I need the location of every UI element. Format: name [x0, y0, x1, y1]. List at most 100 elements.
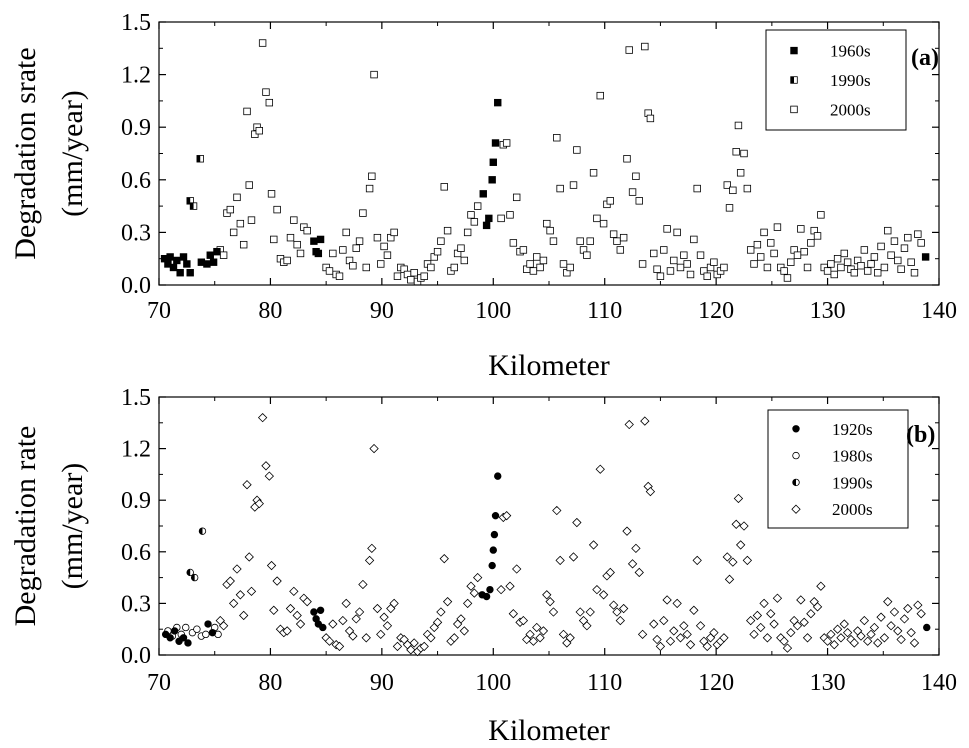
data-point: [362, 263, 370, 272]
data-point: [325, 267, 334, 275]
data-point: [605, 567, 615, 578]
data-point: [826, 629, 836, 640]
data-point: [624, 419, 634, 430]
data-point: [508, 609, 519, 619]
data-point: [812, 602, 823, 612]
data-point: [437, 237, 445, 245]
data-point: [193, 625, 201, 633]
data-point: [459, 626, 469, 636]
data-point: [887, 251, 895, 259]
data-point: [233, 193, 241, 202]
data-point: [625, 46, 633, 54]
data-point: [433, 247, 442, 256]
data-point: [565, 633, 575, 643]
series-2000s: [216, 39, 925, 286]
data-point: [703, 272, 711, 280]
data-point: [556, 184, 564, 193]
data-point: [470, 218, 479, 226]
data-point: [646, 114, 655, 123]
data-point: [310, 237, 318, 245]
y-axis-unit: (mm/year): [56, 90, 89, 217]
data-point: [460, 256, 469, 265]
data-point: [236, 219, 245, 228]
data-point: [536, 263, 544, 272]
data-point: [762, 633, 773, 643]
data-point: [797, 225, 805, 233]
data-point: [254, 498, 264, 509]
data-point: [372, 603, 383, 614]
data-point: [867, 260, 875, 268]
data-point: [839, 619, 849, 629]
data-point: [258, 39, 267, 47]
data-point: [432, 617, 443, 627]
x-tick-label: 90: [370, 298, 394, 324]
data-point: [856, 631, 866, 641]
data-point: [355, 237, 364, 245]
data-point: [792, 621, 803, 631]
x-tick-label: 140: [921, 298, 957, 324]
data-point: [586, 237, 594, 245]
legend-marker: [792, 425, 800, 433]
data-point: [573, 146, 581, 154]
data-point: [816, 581, 826, 591]
data-point: [800, 247, 808, 256]
data-point: [324, 636, 335, 646]
data-point: [450, 263, 458, 272]
data-point: [859, 615, 870, 626]
data-point: [545, 597, 555, 607]
data-point: [539, 256, 548, 265]
data-point: [339, 246, 347, 254]
data-point: [497, 214, 505, 223]
data-point: [555, 555, 565, 566]
data-point: [490, 530, 499, 539]
data-point: [598, 590, 609, 600]
data-point: [840, 249, 848, 258]
y-tick-label: 1.5: [121, 10, 151, 36]
data-point: [883, 597, 893, 607]
data-point: [916, 609, 926, 619]
data-point: [683, 260, 691, 268]
data-point: [380, 242, 388, 251]
data-point: [870, 253, 879, 261]
data-point: [753, 240, 762, 249]
y-tick-label: 0.9: [121, 488, 151, 514]
data-point: [857, 262, 865, 270]
data-point: [496, 584, 506, 595]
data-point: [176, 269, 184, 277]
data-point: [786, 627, 796, 638]
data-point: [473, 202, 482, 210]
y-tick-label: 0.3: [121, 591, 151, 617]
x-tick-label: 110: [587, 298, 622, 324]
data-point: [255, 127, 263, 135]
data-point: [876, 612, 886, 622]
data-point: [807, 239, 815, 247]
data-point: [296, 249, 305, 258]
x-tick-label: 80: [258, 670, 282, 696]
data-point: [489, 546, 497, 554]
data-point: [525, 629, 535, 640]
data-point: [860, 246, 869, 254]
data-point: [286, 233, 295, 242]
data-point: [529, 267, 538, 275]
data-point: [599, 219, 608, 228]
panel-a: 70 80 90 100 110 120 130 140 0.0 0.3 0.6 0.9 1.2 1.5 K…: [9, 10, 957, 382]
legend-marker: [790, 46, 798, 55]
data-point: [479, 190, 487, 198]
data-point: [518, 615, 529, 626]
data-point: [736, 169, 745, 177]
data-point: [209, 258, 218, 266]
data-point: [655, 641, 666, 652]
data-point: [899, 614, 910, 624]
y-axis-title: Degradation srate: [9, 47, 42, 259]
data-point: [913, 600, 923, 610]
data-point: [793, 251, 802, 259]
series-1920s: [161, 472, 931, 647]
data-point: [618, 603, 629, 614]
data-point: [509, 239, 518, 247]
data-point: [203, 260, 211, 268]
data-point: [583, 251, 591, 259]
data-point: [627, 559, 638, 569]
data-point: [652, 634, 662, 645]
data-point: [619, 233, 628, 242]
